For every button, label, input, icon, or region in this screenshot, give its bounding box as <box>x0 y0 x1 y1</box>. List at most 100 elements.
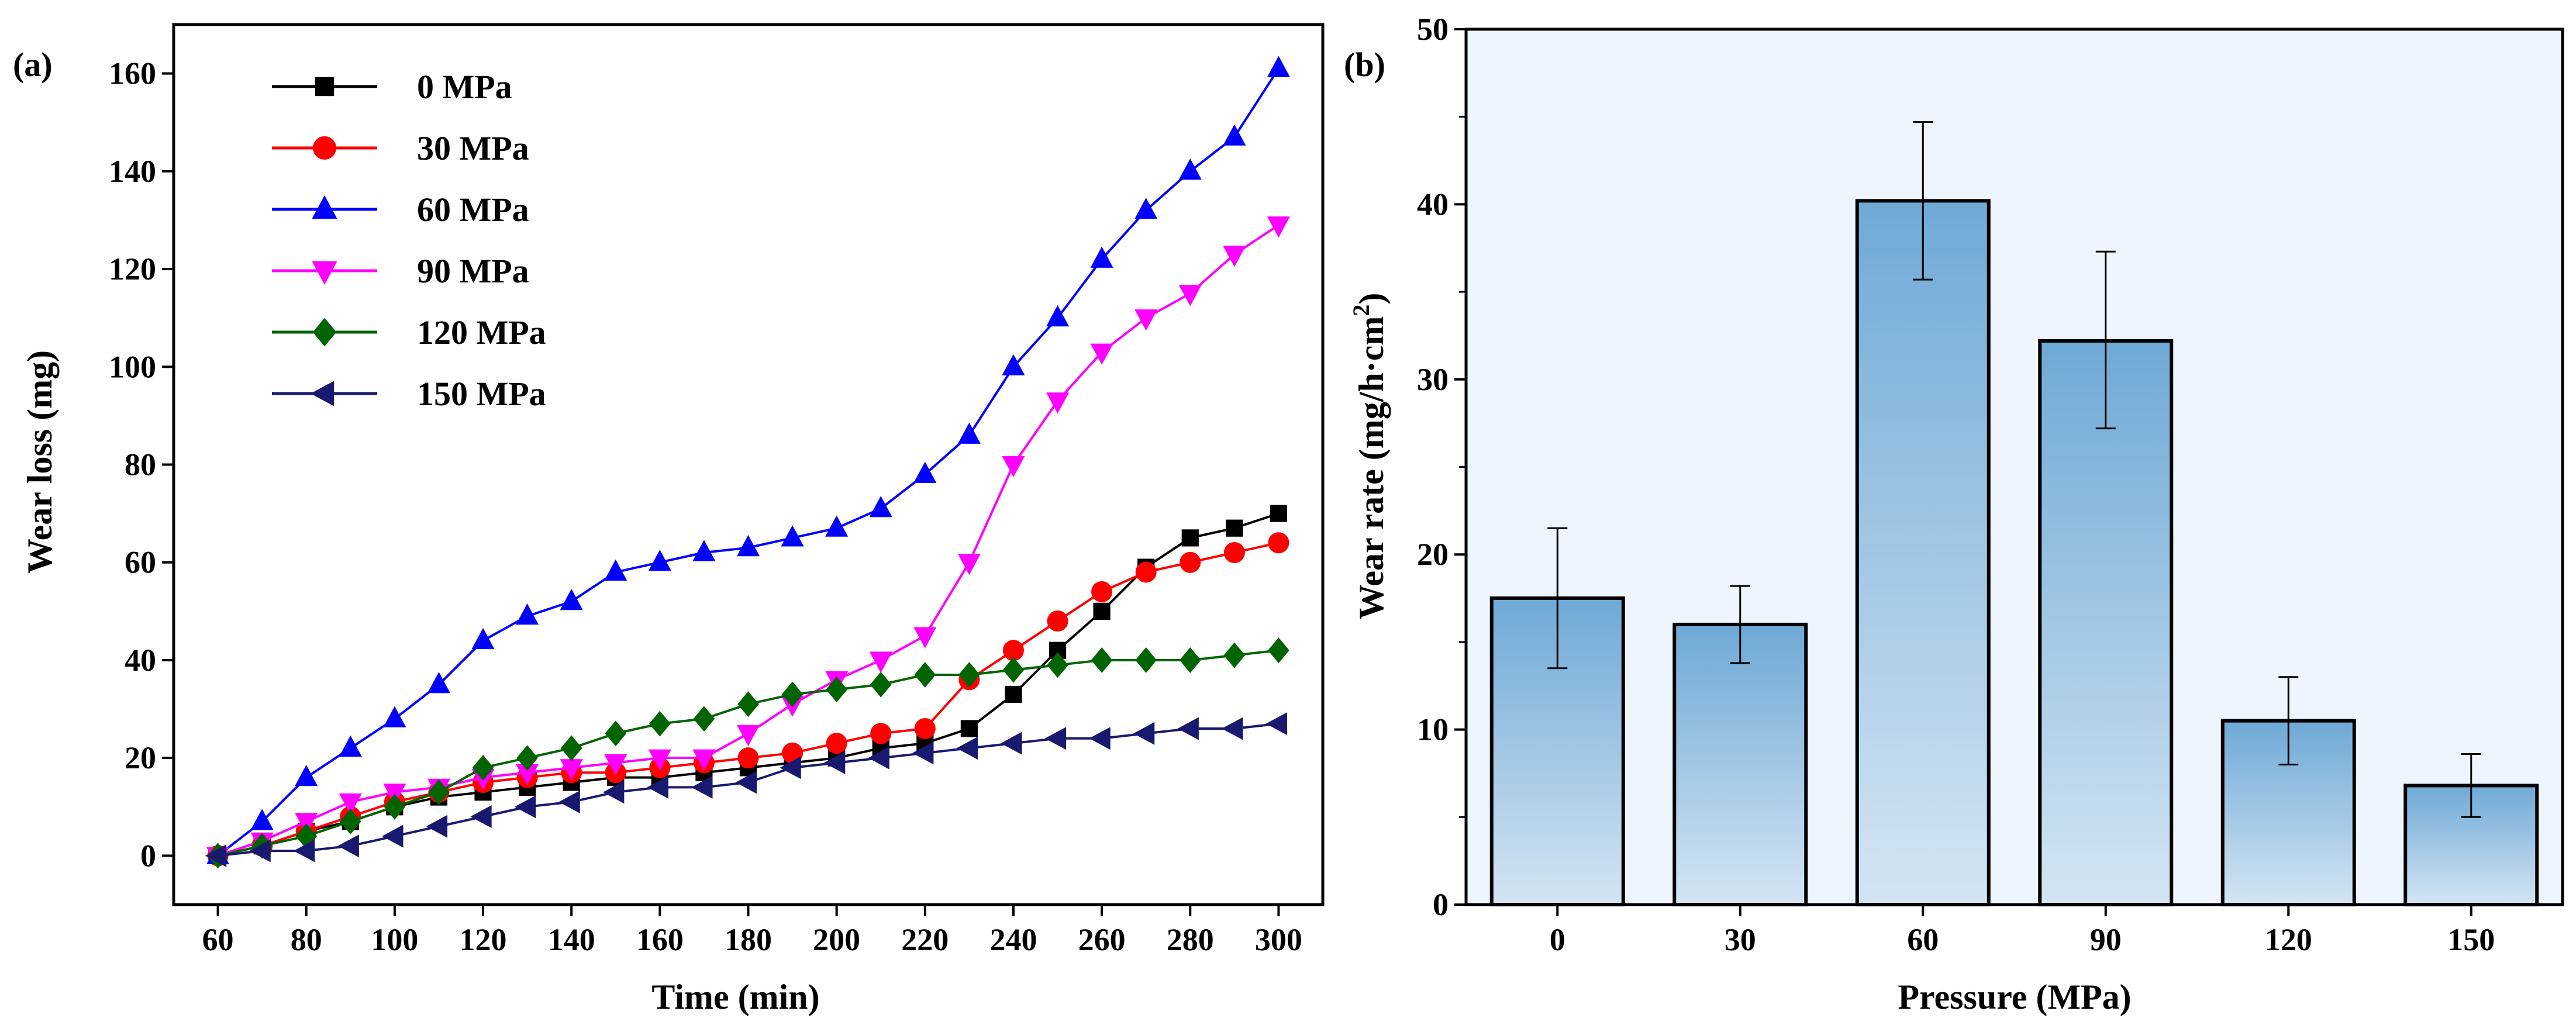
data-point <box>1134 198 1158 219</box>
legend-label: 150 MPa <box>417 375 546 413</box>
y-tick-label-b: 0 <box>1433 887 1449 922</box>
data-point <box>737 747 759 769</box>
y-tick-label-b: 20 <box>1417 537 1449 572</box>
data-point <box>516 745 538 771</box>
data-point <box>1226 519 1243 537</box>
data-point <box>294 839 315 862</box>
data-point <box>735 771 757 794</box>
data-point <box>1223 542 1245 563</box>
x-tick-label-a: 180 <box>725 922 772 957</box>
data-point <box>383 784 406 805</box>
data-point <box>736 534 760 557</box>
data-point <box>958 662 980 688</box>
data-point <box>1047 652 1068 678</box>
data-point <box>1179 647 1201 673</box>
x-tick-label-a: 80 <box>291 922 322 957</box>
y-tick-label-b: 50 <box>1417 12 1449 47</box>
data-point <box>1091 581 1113 602</box>
data-point <box>1267 56 1290 77</box>
data-point <box>1135 561 1157 583</box>
data-point <box>1178 285 1202 306</box>
x-tick-label-a: 120 <box>460 922 507 957</box>
data-point <box>781 681 804 708</box>
data-point <box>956 736 978 760</box>
data-point <box>914 662 936 688</box>
data-point <box>1265 712 1288 736</box>
panel-a-label: (a) <box>13 46 53 84</box>
y-tick-label-a: 140 <box>109 154 156 189</box>
plot-background-b <box>1466 29 2563 905</box>
x-axis-title-a: Time (min) <box>651 978 819 1016</box>
data-point <box>1001 732 1022 755</box>
y-tick-label-a: 40 <box>125 643 156 678</box>
data-point <box>870 723 892 744</box>
data-point <box>914 718 936 739</box>
x-axis-title-b: Pressure (MPa) <box>1898 978 2131 1016</box>
data-point <box>1133 722 1155 745</box>
data-point <box>868 746 889 770</box>
data-point <box>870 671 892 698</box>
x-tick-label-a: 60 <box>202 922 234 957</box>
data-point <box>471 627 495 650</box>
y-tick-label-a: 120 <box>109 251 156 287</box>
legend-marker <box>315 77 334 96</box>
data-point <box>826 733 847 754</box>
data-point <box>692 540 716 561</box>
data-point <box>736 724 760 747</box>
data-point <box>1089 727 1111 750</box>
x-tick-label-a: 300 <box>1255 922 1302 957</box>
data-point <box>1268 532 1289 554</box>
legend-label: 120 MPa <box>417 313 546 351</box>
data-point <box>514 795 536 819</box>
x-tick-label-b: 120 <box>2265 922 2312 957</box>
x-tick-label-a: 280 <box>1167 922 1214 957</box>
data-point <box>295 764 318 786</box>
legend-label: 90 MPa <box>417 252 529 290</box>
x-tick-label-a: 160 <box>636 922 684 957</box>
y-tick-label-a: 160 <box>109 56 156 91</box>
data-point <box>1046 392 1070 414</box>
bar-60 <box>1855 199 1991 906</box>
x-tick-label-a: 100 <box>371 922 418 957</box>
chart-b: (b) 0 10 20 30 40 50 0 30 60 90 120 150 Pressure (M… <box>1344 12 2564 1016</box>
data-point <box>781 525 804 547</box>
data-point <box>1222 717 1243 740</box>
data-point <box>957 554 981 575</box>
legend-marker <box>312 261 337 285</box>
data-point <box>1178 158 1202 180</box>
x-tick-label-a: 200 <box>813 922 860 957</box>
data-point <box>913 627 937 648</box>
y-axis-title-a: Wear loss (mg) <box>20 350 59 574</box>
data-point <box>516 603 539 625</box>
data-point <box>428 779 450 805</box>
x-tick-label-b: 60 <box>1907 922 1939 957</box>
data-point <box>648 550 671 571</box>
data-point <box>648 749 671 771</box>
legend-label: 60 MPa <box>417 191 529 229</box>
x-tick-label-b: 150 <box>2447 922 2495 957</box>
chart-a: (a) 60 80 100 120 140 160 180 200 220 240 260 280 30… <box>13 23 1325 1016</box>
legend-marker <box>312 318 337 347</box>
data-point <box>647 775 668 799</box>
data-point <box>605 720 627 747</box>
y-tick-label-a: 20 <box>125 740 156 775</box>
data-point <box>472 754 494 781</box>
data-point <box>250 809 274 830</box>
data-point <box>1270 505 1288 522</box>
bar-90 <box>2038 339 2174 906</box>
data-point <box>1047 610 1068 632</box>
x-tick-label-a: 260 <box>1078 922 1126 957</box>
series-150-mpa <box>205 712 1288 867</box>
data-point <box>337 834 359 858</box>
series-90-mpa <box>206 216 1290 869</box>
data-point <box>912 741 934 765</box>
data-point <box>1044 727 1067 750</box>
legend-label: 30 MPa <box>417 129 529 167</box>
data-point <box>1093 602 1111 620</box>
y-tick-label-a: 100 <box>109 349 156 384</box>
data-point <box>869 651 892 673</box>
data-point <box>825 515 849 537</box>
data-point <box>649 710 671 737</box>
data-point <box>1177 717 1199 740</box>
